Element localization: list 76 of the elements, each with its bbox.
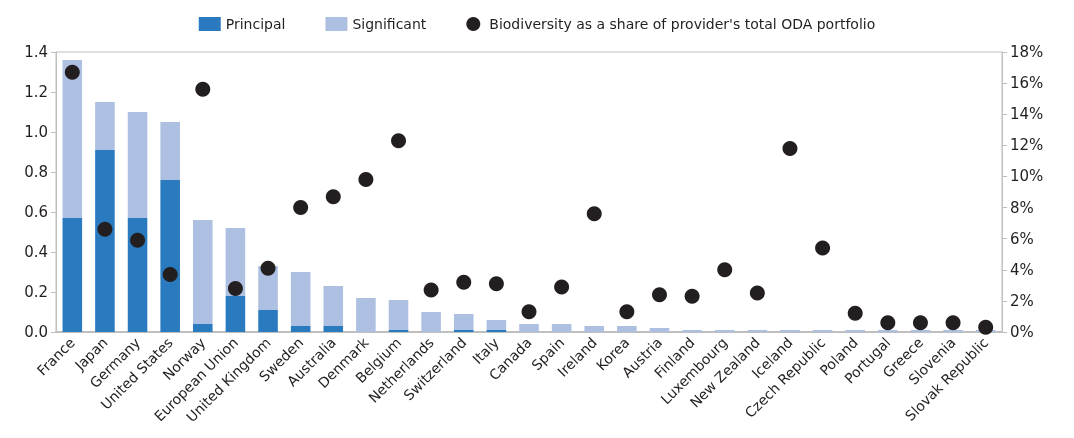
point <box>521 304 537 320</box>
bar <box>160 180 180 332</box>
point <box>358 172 374 188</box>
bar <box>62 60 83 218</box>
point <box>945 315 961 331</box>
y2-tick-label: 2% <box>1010 291 1034 310</box>
y-tick-label: 1.4 <box>24 43 48 61</box>
y-tick-label: 0.4 <box>24 243 48 261</box>
y-tick-label: 0.8 <box>24 163 48 181</box>
bar <box>193 324 213 332</box>
legend-label: Principal <box>225 16 286 32</box>
y-tick-label: 0.0 <box>24 323 48 341</box>
bar <box>323 326 344 332</box>
bar <box>193 220 213 324</box>
y2-tick-label: 12% <box>1010 136 1044 155</box>
y2-tick-label: 10% <box>1010 167 1044 186</box>
y-tick-label: 0.6 <box>24 203 48 221</box>
bar <box>453 314 474 330</box>
y2-tick-label: 16% <box>1010 74 1044 93</box>
y2-tick-label: 14% <box>1010 105 1044 124</box>
bar <box>551 324 572 332</box>
point <box>815 240 831 256</box>
point <box>391 133 407 149</box>
legend-label: Significant <box>352 16 427 32</box>
bar <box>95 102 115 150</box>
bar <box>258 310 278 332</box>
bar <box>127 218 148 332</box>
point <box>978 319 994 335</box>
point <box>64 64 80 80</box>
point <box>717 262 733 278</box>
point <box>162 266 178 282</box>
bar <box>62 218 83 332</box>
point <box>423 282 439 298</box>
point <box>293 200 309 216</box>
point <box>749 285 765 301</box>
bar <box>160 122 180 180</box>
bar <box>95 150 115 332</box>
point <box>325 189 341 205</box>
bar <box>421 312 441 332</box>
legend-label: Biodiversity as a share of provider's total ODA portfolio <box>489 16 876 32</box>
point <box>195 81 211 97</box>
y2-tick-label: 6% <box>1010 229 1034 248</box>
point <box>586 206 602 222</box>
point <box>456 274 472 290</box>
point <box>912 315 928 331</box>
y2-tick-label: 18% <box>1010 43 1044 61</box>
point <box>97 221 113 237</box>
y2-tick-label: 8% <box>1010 198 1034 217</box>
point <box>652 287 667 303</box>
bar <box>323 286 344 326</box>
point <box>782 140 798 156</box>
point <box>554 279 570 295</box>
y2-tick-label: 4% <box>1010 260 1034 279</box>
point <box>847 305 863 321</box>
bar <box>290 326 311 332</box>
bar <box>486 320 507 330</box>
y-tick-label: 1.0 <box>24 123 48 141</box>
point <box>260 260 276 276</box>
y-tick-label: 0.2 <box>24 283 48 301</box>
y2-tick-label: 0% <box>1010 323 1034 341</box>
point <box>227 280 243 296</box>
bar <box>519 324 539 332</box>
bar <box>388 300 409 330</box>
point <box>684 288 700 304</box>
point <box>880 315 896 331</box>
bar <box>649 328 670 332</box>
bar <box>290 272 311 326</box>
bar <box>584 326 605 332</box>
point <box>130 232 146 248</box>
bar <box>356 298 376 332</box>
point <box>488 276 504 292</box>
bar <box>225 296 246 332</box>
y-tick-label: 1.2 <box>24 83 48 101</box>
bar <box>127 112 148 218</box>
point <box>619 304 635 320</box>
bar <box>617 326 637 332</box>
